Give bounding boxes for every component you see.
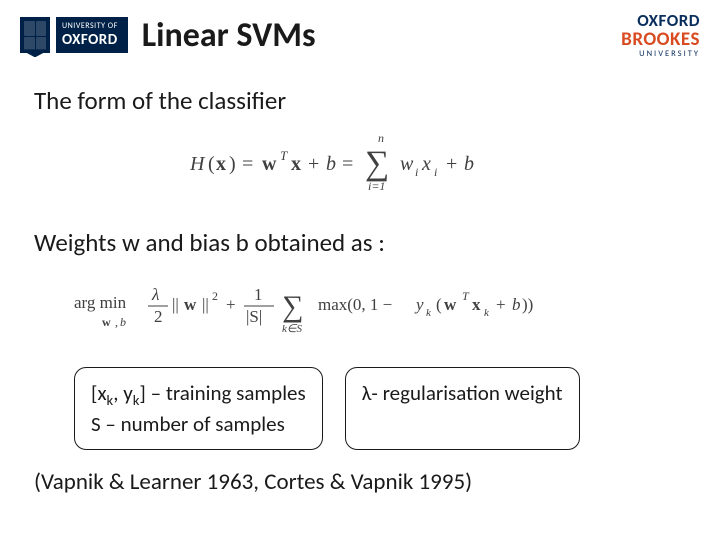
oxford-logo: UNIVERSITY OF OXFORD [20, 17, 128, 53]
svg-text:=: = [342, 153, 353, 175]
oxford-shield-icon [20, 17, 50, 53]
svg-text:): ) [229, 153, 236, 175]
svg-text:||: || [202, 295, 209, 314]
text-weights-bias: Weights w and bias b obtained as : [34, 227, 686, 258]
svg-text:max(0, 1 −: max(0, 1 − [318, 295, 392, 314]
box1-pre: [x [91, 380, 107, 406]
svg-text:(: ( [436, 295, 442, 314]
svg-text:+: + [226, 295, 236, 314]
svg-text:w: w [184, 295, 197, 314]
equation-1: H ( x ) = w T x + b = n ∑ i=1 w i x i + [34, 130, 686, 197]
slide-body: The form of the classifier H ( x ) = w T… [0, 67, 720, 496]
svg-text:k: k [426, 307, 432, 319]
text-classifier-form: The form of the classifier [34, 85, 686, 116]
svg-text:b: b [464, 153, 474, 175]
svg-text:i: i [434, 165, 437, 179]
annotation-boxes: [xk, yk] – training samples S – number o… [74, 367, 686, 450]
svg-text:λ: λ [151, 285, 159, 304]
svg-text:+: + [308, 153, 319, 175]
svg-text:x: x [421, 153, 431, 175]
box1-post: ] – training samples [139, 380, 305, 406]
slide-header: UNIVERSITY OF OXFORD Linear SVMs OXFORD … [0, 0, 720, 67]
svg-text:w: w [444, 295, 457, 314]
svg-text:+: + [446, 153, 457, 175]
svg-text:w: w [262, 153, 277, 175]
svg-text:2: 2 [212, 289, 218, 303]
svg-text:y: y [414, 295, 424, 314]
svg-text:x: x [291, 153, 301, 175]
oxford-line2: OXFORD [62, 31, 118, 49]
svg-text:w: w [102, 315, 111, 329]
svg-text:1: 1 [254, 285, 263, 304]
svg-text:T: T [280, 148, 288, 163]
svg-text:|S|: |S| [246, 307, 262, 326]
svg-text:w: w [400, 153, 414, 175]
svg-text:arg min: arg min [74, 293, 127, 312]
svg-text:n: n [378, 131, 384, 145]
svg-text:∑: ∑ [365, 145, 389, 182]
oxford-wordmark: UNIVERSITY OF OXFORD [56, 17, 128, 53]
box-training-samples: [xk, yk] – training samples S – number o… [74, 367, 323, 450]
brookes-line3: UNIVERSITY [621, 50, 700, 59]
box2-row: λ- regularisation weight [362, 380, 563, 406]
svg-text:(: ( [208, 153, 215, 175]
svg-text:||: || [172, 295, 179, 314]
svg-text:i=1: i=1 [368, 179, 385, 192]
slide-title: Linear SVMs [128, 15, 621, 56]
svg-text:b: b [120, 315, 126, 329]
svg-text:T: T [462, 289, 470, 303]
svg-text:2: 2 [154, 307, 163, 326]
svg-text:=: = [242, 153, 253, 175]
svg-text:x: x [472, 295, 481, 314]
svg-text:i: i [415, 165, 418, 179]
box-regularisation: λ- regularisation weight [345, 367, 580, 450]
svg-text:)): )) [522, 295, 533, 314]
svg-text:b: b [512, 295, 521, 314]
svg-text:+: + [496, 295, 506, 314]
svg-text:H: H [190, 153, 206, 175]
box1-row2: S – number of samples [91, 411, 306, 437]
box1-mid: , y [113, 380, 133, 406]
box1-row1: [xk, yk] – training samples [91, 380, 306, 409]
brookes-logo: OXFORD BROOKES UNIVERSITY [621, 12, 700, 59]
brookes-line2: BROOKES [621, 30, 700, 50]
svg-text:x: x [216, 153, 226, 175]
equation-2: arg min w , b λ 2 || w || 2 + 1 |S| ∑ k∈… [74, 278, 686, 339]
svg-text:∑: ∑ [282, 290, 303, 323]
citation: (Vapnik & Learner 1963, Cortes & Vapnik … [34, 468, 686, 496]
svg-text:b: b [326, 153, 336, 175]
oxford-line1: UNIVERSITY OF [62, 21, 118, 31]
svg-text:,: , [115, 315, 118, 329]
svg-text:k∈S: k∈S [282, 323, 302, 334]
svg-text:k: k [484, 307, 490, 319]
